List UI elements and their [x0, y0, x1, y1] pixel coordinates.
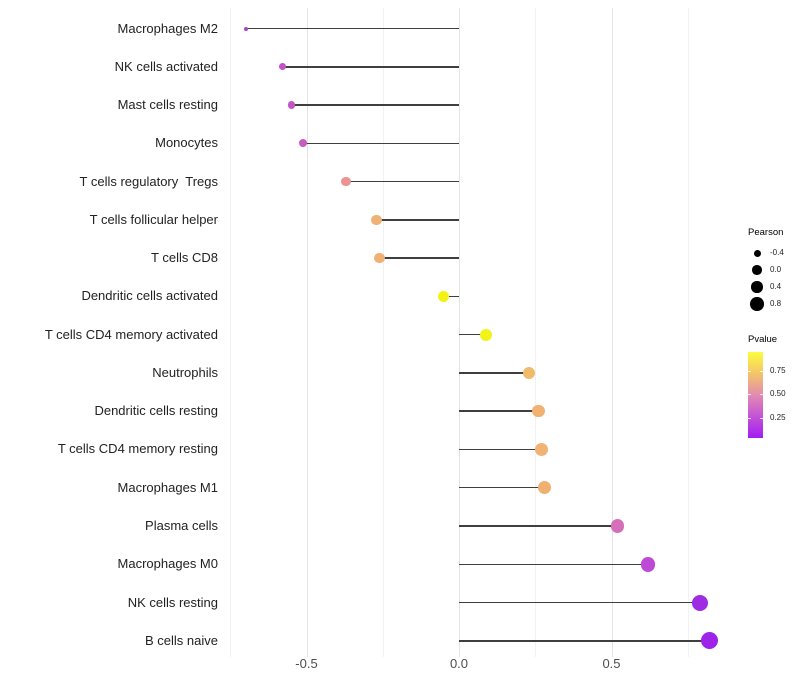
- category-label: T cells CD4 memory resting: [57, 441, 218, 457]
- lollipop-stem: [245, 27, 459, 30]
- lollipop-point: [691, 594, 708, 611]
- lollipop-stem: [443, 295, 459, 298]
- size-legend-label: 0.0: [770, 265, 782, 274]
- gridline-major: [306, 8, 308, 657]
- gridline-minor: [535, 8, 537, 657]
- lollipop-stem: [282, 66, 459, 68]
- category-label: T cells CD4 memory activated: [44, 326, 218, 342]
- lollipop-stem: [459, 640, 710, 642]
- size-legend-label: 0.8: [770, 299, 782, 308]
- pvalue-bar-tick-right: [760, 417, 763, 419]
- gridline-minor: [687, 8, 689, 657]
- lollipop-point: [534, 442, 548, 456]
- pvalue-bar-tick-left: [748, 417, 751, 419]
- lollipop-stem: [346, 180, 459, 183]
- gridline-minor: [382, 8, 384, 657]
- category-label: Dendritic cells activated: [81, 288, 218, 304]
- pvalue-bar-tick-right: [760, 370, 763, 372]
- lollipop-point: [537, 481, 551, 495]
- lollipop-point: [341, 176, 351, 187]
- size-legend-dot: [753, 249, 761, 257]
- size-legend-label: -0.4: [770, 248, 784, 257]
- category-label: Macrophages M1: [117, 479, 218, 495]
- lollipop-point: [243, 26, 248, 31]
- gridline-major: [611, 8, 613, 657]
- lollipop-stem: [459, 372, 530, 374]
- lollipop-point: [532, 404, 545, 418]
- size-legend-dot: [751, 281, 763, 293]
- lollipop-stem: [459, 410, 539, 412]
- size-legend-dot: [750, 297, 764, 311]
- lollipop-point: [700, 632, 718, 650]
- lollipop-point: [438, 290, 450, 302]
- category-label: Plasma cells: [145, 518, 218, 533]
- lollipop-stem: [303, 142, 459, 145]
- lollipop-stem: [459, 486, 545, 489]
- x-axis-tick-label: -0.5: [295, 656, 318, 671]
- lollipop-point: [287, 101, 295, 109]
- category-label: Dendritic cells resting: [94, 403, 218, 419]
- lollipop-point: [278, 63, 286, 71]
- lollipop-point: [299, 139, 308, 148]
- x-axis-tick-label: 0.5: [602, 656, 621, 671]
- lollipop-point: [640, 557, 656, 572]
- pvalue-gradient-bar: [748, 352, 763, 438]
- pvalue-tick-label: 0.25: [770, 412, 786, 422]
- category-label: Neutrophils: [152, 364, 218, 380]
- gridline-minor: [230, 8, 232, 657]
- color-legend-title: Pvalue: [748, 334, 778, 345]
- x-axis-tick-label: 0.0: [449, 656, 469, 671]
- pvalue-bar-tick-left: [748, 394, 751, 395]
- lollipop-stem: [376, 219, 459, 221]
- category-label: Macrophages M2: [117, 20, 218, 36]
- category-label: Macrophages M0: [117, 556, 218, 572]
- category-label: Monocytes: [155, 135, 218, 151]
- lollipop-point: [523, 366, 536, 379]
- pvalue-tick-label: 0.50: [770, 389, 786, 398]
- lollipop-stem: [291, 104, 459, 106]
- lollipop-stem: [379, 257, 459, 259]
- lollipop-stem: [459, 525, 618, 527]
- category-label: NK cells resting: [127, 594, 218, 610]
- pvalue-tick-label: 0.75: [770, 365, 786, 375]
- size-legend-dot: [752, 265, 762, 275]
- category-label: NK cells activated: [114, 58, 218, 74]
- lollipop-stem: [459, 333, 487, 336]
- category-label: B cells naive: [145, 632, 218, 648]
- lollipop-point: [371, 214, 382, 226]
- category-label: T cells follicular helper: [89, 211, 218, 227]
- category-label: Mast cells resting: [117, 97, 218, 113]
- lollipop-stem: [459, 448, 542, 451]
- lollipop-point: [480, 328, 493, 341]
- size-legend-title: Pearson: [748, 227, 784, 238]
- lollipop-point: [610, 519, 625, 533]
- lollipop-point: [374, 252, 385, 264]
- size-legend-label: 0.4: [770, 282, 782, 291]
- category-label: T cells regulatory Tregs: [79, 173, 218, 189]
- lollipop-stem: [459, 601, 700, 604]
- category-label: T cells CD8: [151, 250, 218, 266]
- pvalue-bar-tick-right: [760, 394, 763, 395]
- lollipop-stem: [459, 563, 649, 566]
- gridline-major: [459, 8, 460, 657]
- pvalue-bar-tick-left: [748, 370, 751, 372]
